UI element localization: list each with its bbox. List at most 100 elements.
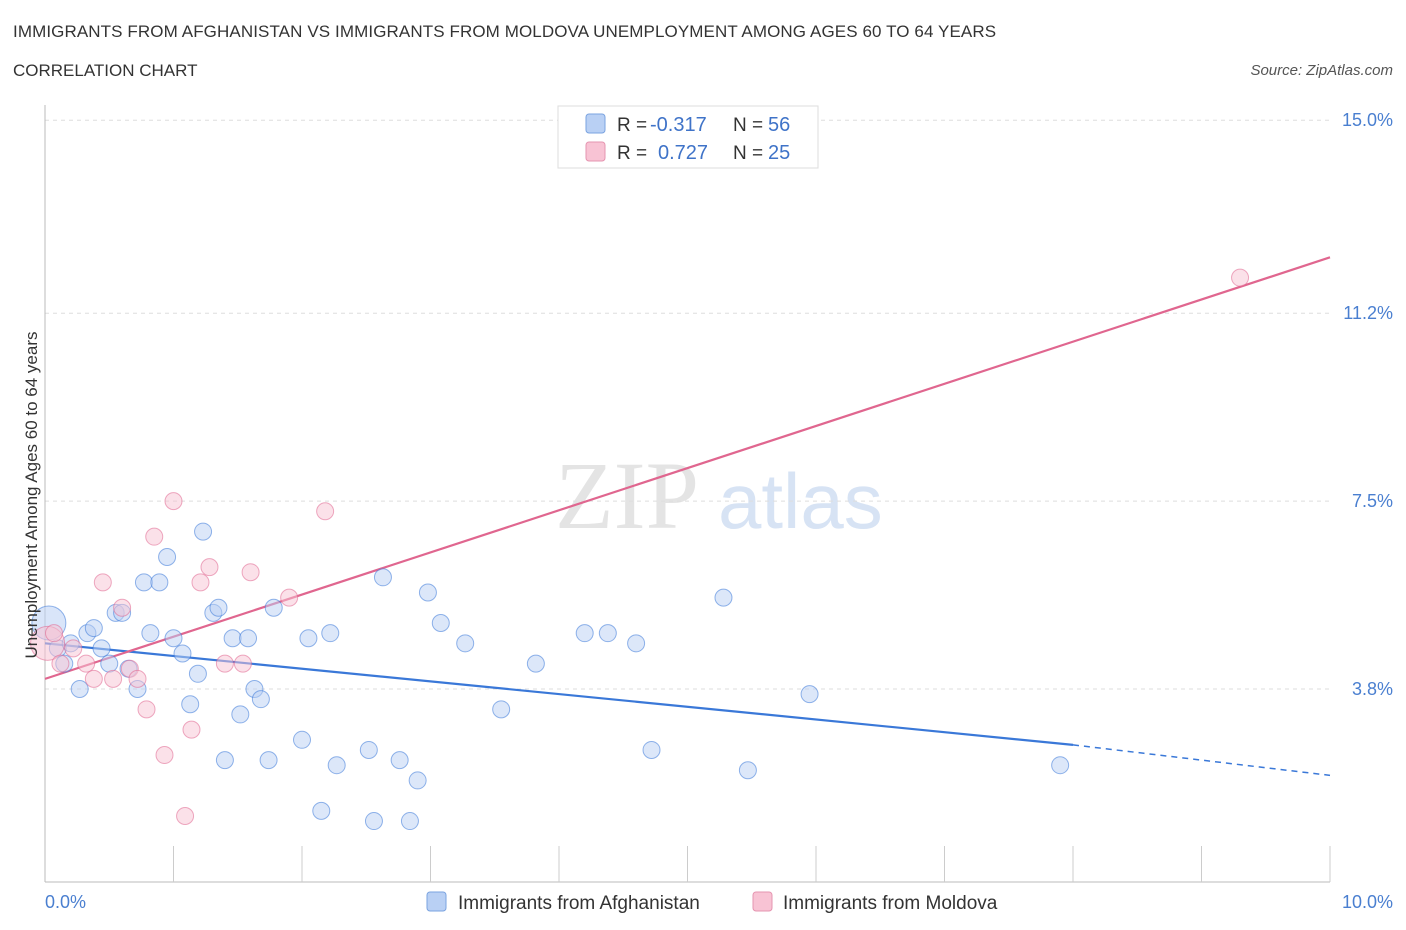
y-tick-label: 3.8%	[1352, 679, 1393, 699]
trend-lines	[44, 256, 1331, 777]
point-afghanistan	[714, 588, 733, 607]
legend-n-value-afghanistan: 56	[768, 114, 790, 136]
point-afghanistan	[575, 624, 594, 643]
point-afghanistan	[188, 664, 207, 683]
legend-r-label-afghanistan: R =	[617, 115, 647, 136]
point-moldova	[145, 527, 164, 546]
point-afghanistan	[239, 629, 258, 648]
point-afghanistan	[264, 598, 283, 617]
point-afghanistan	[223, 629, 242, 648]
point-afghanistan	[215, 751, 234, 770]
point-afghanistan	[408, 771, 427, 790]
point-afghanistan	[327, 756, 346, 775]
legend-r-label-moldova: R =	[617, 143, 647, 164]
point-afghanistan	[100, 654, 119, 673]
point-moldova	[104, 669, 123, 688]
point-afghanistan	[84, 619, 103, 638]
point-afghanistan	[627, 634, 646, 653]
y-axis-label: Unemployment Among Ages 60 to 64 years	[22, 332, 41, 659]
legend-r-value-afghanistan: -0.317	[650, 114, 707, 136]
y-tick-label: 7.5%	[1352, 491, 1393, 511]
point-afghanistan	[526, 654, 545, 673]
gridlines	[45, 119, 1330, 690]
point-afghanistan	[456, 634, 475, 653]
legend-r-value-moldova: 0.727	[658, 142, 708, 164]
point-moldova	[280, 588, 299, 607]
y-tick-labels: 3.8% 7.5% 11.2% 15.0%	[1342, 110, 1393, 699]
legend-n-value-moldova: 25	[768, 142, 790, 164]
bottom-legend-swatch-moldova	[752, 891, 773, 912]
point-afghanistan	[299, 629, 318, 648]
point-moldova	[51, 654, 70, 673]
point-moldova	[241, 563, 260, 582]
point-afghanistan	[150, 573, 169, 592]
point-afghanistan	[642, 740, 661, 759]
point-afghanistan	[359, 740, 378, 759]
point-moldova	[1231, 268, 1250, 287]
point-afghanistan	[418, 583, 437, 602]
point-afghanistan	[92, 639, 111, 658]
x-tick-label-min: 0.0%	[45, 892, 86, 912]
point-moldova	[93, 573, 112, 592]
point-afghanistan	[364, 812, 383, 831]
point-moldova	[215, 654, 234, 673]
point-moldova	[164, 492, 183, 511]
axes	[44, 105, 1331, 883]
point-afghanistan	[431, 614, 450, 632]
point-moldova	[200, 558, 219, 577]
point-afghanistan	[70, 680, 89, 699]
trend-line-moldova	[44, 256, 1331, 680]
point-afghanistan	[1051, 756, 1070, 775]
point-afghanistan	[390, 751, 409, 770]
legend-swatch-afghanistan	[585, 113, 606, 134]
point-afghanistan	[400, 812, 419, 831]
point-afghanistan	[293, 730, 311, 749]
point-moldova	[191, 573, 210, 592]
point-moldova	[128, 669, 147, 688]
y-tick-label: 15.0%	[1342, 110, 1393, 130]
point-afghanistan	[181, 695, 200, 714]
point-moldova	[84, 669, 103, 688]
source-credit: Source: ZipAtlas.com	[1250, 62, 1393, 79]
legend-n-label-moldova: N =	[733, 143, 763, 164]
point-afghanistan	[738, 761, 757, 780]
point-afghanistan	[134, 573, 153, 592]
legend-n-label-afghanistan: N =	[733, 115, 763, 136]
watermark-zip: ZIP	[555, 442, 699, 549]
point-afghanistan	[492, 700, 511, 719]
stats-legend: R = -0.317 N = 56 R = 0.727 N = 25	[557, 105, 819, 169]
point-afghanistan	[251, 690, 270, 709]
data-points	[30, 268, 1250, 831]
point-afghanistan	[173, 644, 192, 663]
point-moldova	[182, 720, 201, 739]
trend-line-afghanistan	[44, 642, 1074, 746]
point-moldova	[44, 624, 63, 643]
bottom-legend-label-afghanistan: Immigrants from Afghanistan	[458, 893, 700, 914]
point-moldova	[64, 639, 83, 658]
point-moldova	[233, 654, 252, 673]
x-tick-label-max: 10.0%	[1342, 892, 1393, 912]
point-moldova	[77, 654, 96, 673]
point-afghanistan	[209, 598, 228, 617]
bottom-legend-swatch-afghanistan	[426, 891, 447, 912]
point-moldova	[316, 502, 335, 521]
point-moldova	[113, 598, 132, 617]
point-afghanistan	[598, 624, 617, 643]
point-moldova	[137, 700, 156, 719]
point-afghanistan	[158, 547, 177, 566]
y-tick-label: 11.2%	[1343, 303, 1393, 323]
trend-line-afghanistan-extension	[1072, 744, 1331, 777]
point-afghanistan	[194, 522, 213, 541]
chart-subtitle: CORRELATION CHART	[13, 61, 198, 80]
point-afghanistan	[164, 629, 183, 648]
point-afghanistan	[259, 751, 278, 770]
chart-title: IMMIGRANTS FROM AFGHANISTAN VS IMMIGRANT…	[13, 22, 997, 41]
bottom-legend-label-moldova: Immigrants from Moldova	[783, 893, 998, 914]
point-afghanistan	[141, 624, 160, 643]
point-moldova	[155, 746, 174, 765]
point-afghanistan	[231, 705, 250, 724]
point-afghanistan	[800, 685, 819, 704]
point-afghanistan	[321, 624, 340, 643]
point-moldova	[176, 806, 195, 825]
